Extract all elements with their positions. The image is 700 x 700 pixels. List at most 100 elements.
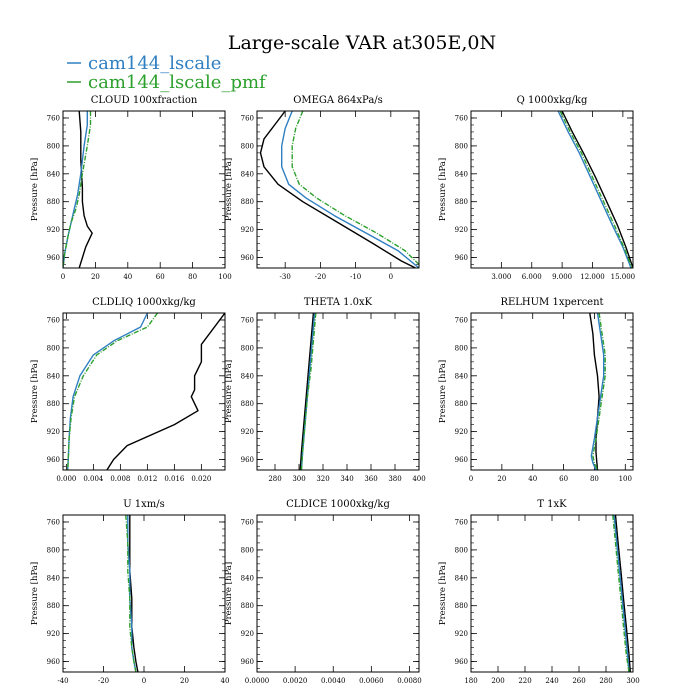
plot-frame [62,514,226,673]
panel-title: OMEGA 864xPa/s [293,95,383,106]
y-axis-label: Pressure [hPa] [224,158,234,221]
x-tick-label: 220 [518,677,531,685]
x-tick-label: -40 [57,677,68,685]
x-tick-label: 3.000 [491,273,511,281]
y-tick-label: 800 [241,142,254,150]
x-tick-label: 0 [469,475,473,483]
y-tick-label: 800 [47,546,60,554]
x-tick-label: 100 [218,273,231,281]
series-line-blue [557,111,632,268]
panel-title: CLOUD 100xfraction [91,95,198,106]
x-tick-label: 40 [528,475,537,483]
panel-grid: CLOUD 100xfraction Pressure [hPa] 760 800 84… [30,95,640,685]
series-line-black [614,515,631,672]
y-tick-label: 920 [47,428,60,436]
x-tick-label: 240 [545,677,558,685]
series-line-green [63,111,92,268]
y-axis-label: Pressure [hPa] [438,360,448,423]
x-tick-label: 40 [221,677,230,685]
panel-title: CLDICE 1000xkg/kg [286,499,390,510]
x-tick-label: 280 [599,677,612,685]
x-tick-label: 280 [268,475,281,483]
y-axis-label: Pressure [hPa] [30,360,40,423]
plot-frame [256,312,420,471]
y-axis-label: Pressure [hPa] [438,158,448,221]
x-tick-label: -20 [98,677,109,685]
x-tick-label: 60 [559,475,568,483]
y-tick-label: 800 [241,546,254,554]
y-tick-label: 840 [455,372,468,380]
x-tick-label: 0 [61,273,65,281]
y-tick-label: 960 [47,456,60,464]
series-line-black [561,111,633,268]
panel-title: Q 1000xkg/kg [517,95,588,106]
x-tick-label: 9.000 [552,273,572,281]
x-tick-label: 0.0060 [359,677,384,685]
y-tick-label: 960 [241,658,254,666]
x-tick-label: 300 [292,475,305,483]
plot-frame [470,110,634,269]
y-tick-label: 800 [241,344,254,352]
plot-frame [62,110,226,269]
y-tick-label: 840 [241,372,254,380]
plot-frame [470,514,634,673]
y-tick-label: 960 [455,456,468,464]
panel-title: THETA 1.0xK [304,297,373,308]
y-axis-label: Pressure [hPa] [30,158,40,221]
x-tick-label: 20 [180,677,189,685]
y-tick-label: 880 [455,602,468,610]
x-tick-label: 0.008 [110,475,130,483]
series-line-green [67,313,159,470]
y-tick-label: 880 [241,198,254,206]
chart-panel: U 1xm/s Pressure [hPa] 760 800 840 880 920 960 -… [30,499,229,685]
y-tick-label: 960 [455,658,468,666]
legend-label-green: cam144_lscale_pmf [88,72,267,93]
x-tick-label: 6.000 [522,273,542,281]
chart-panel: CLDLIQ 1000xkg/kg Pressure [hPa] 760 800 840… [30,297,226,483]
x-tick-label: 20 [497,475,506,483]
x-tick-label: 40 [123,273,132,281]
y-tick-label: 880 [455,400,468,408]
x-tick-label: 340 [340,475,353,483]
y-tick-label: 880 [241,602,254,610]
y-tick-label: 920 [47,630,60,638]
y-tick-label: 920 [455,630,468,638]
x-tick-label: 0.012 [137,475,157,483]
x-tick-label: 380 [388,475,401,483]
x-tick-label: 0.004 [83,475,104,483]
plot-frame [256,110,420,269]
x-tick-label: 15.000 [611,273,636,281]
y-axis-label: Pressure [hPa] [224,360,234,423]
series-line-green [125,515,137,672]
y-tick-label: 760 [241,316,254,324]
series-line-black [259,111,416,268]
x-tick-label: 0.016 [164,475,185,483]
y-axis-label: Pressure [hPa] [30,562,40,625]
y-tick-label: 760 [455,114,468,122]
chart-panel: Q 1000xkg/kg Pressure [hPa] 760 800 840 880 92… [438,95,635,281]
plot-frame [62,312,226,471]
y-tick-label: 920 [241,226,254,234]
y-tick-label: 800 [455,142,468,150]
y-tick-label: 840 [241,574,254,582]
y-tick-label: 840 [455,574,468,582]
series-line-black [299,313,315,470]
y-tick-label: 760 [47,316,60,324]
x-tick-label: 0 [142,677,146,685]
x-tick-label: 0.0000 [245,677,270,685]
chart-panel: THETA 1.0xK Pressure [hPa] 760 800 840 880 920… [224,297,426,483]
x-tick-label: 0 [389,273,393,281]
series-line-green [612,515,630,672]
series-line-green [592,313,606,470]
x-tick-label: 0.0080 [397,677,422,685]
series-line-green [559,111,633,268]
y-tick-label: 960 [455,254,468,262]
y-tick-label: 920 [47,226,60,234]
x-tick-label: 300 [626,677,639,685]
y-tick-label: 840 [47,170,60,178]
x-tick-label: 20 [91,273,100,281]
series-line-blue [281,111,419,268]
y-tick-label: 880 [455,198,468,206]
series-line-green [300,313,317,470]
x-tick-label: 260 [572,677,585,685]
